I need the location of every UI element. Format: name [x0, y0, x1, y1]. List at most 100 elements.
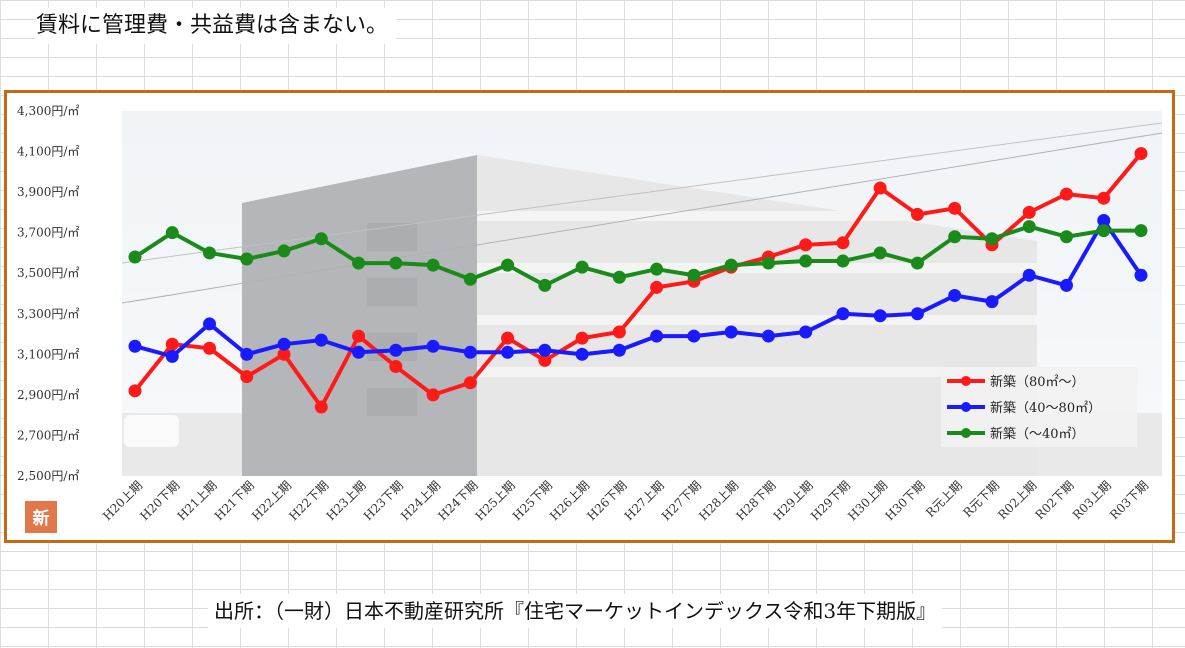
x-axis: H20上期H20下期H21上期H21下期H22上期H22下期H23上期H23下期… — [100, 478, 1151, 523]
data-point — [948, 230, 962, 244]
data-point — [1097, 224, 1111, 238]
data-point — [948, 201, 962, 215]
legend-swatch-marker — [961, 402, 971, 412]
data-point — [128, 339, 142, 353]
data-point — [501, 258, 515, 272]
data-point — [352, 256, 366, 270]
data-point — [277, 337, 291, 351]
data-point — [352, 345, 366, 359]
data-point — [128, 384, 142, 398]
x-tick-label: H28下期 — [733, 478, 778, 523]
data-point — [165, 226, 179, 240]
data-point — [240, 370, 254, 384]
data-point — [724, 258, 738, 272]
data-point — [314, 400, 328, 414]
data-point — [277, 347, 291, 361]
data-point — [575, 331, 589, 345]
source-credit: 出所：（一財）日本不動産研究所『住宅マーケットインデックス令和3年下期版』 — [208, 594, 943, 628]
data-point — [165, 337, 179, 351]
legend-item: 新築（40～80㎡） — [947, 400, 1101, 416]
legend-swatch-marker — [961, 428, 971, 438]
x-tick-label: H29上期 — [771, 478, 816, 523]
data-point — [538, 278, 552, 292]
x-tick-label: H25上期 — [473, 478, 518, 523]
data-point — [501, 345, 515, 359]
data-point — [426, 339, 440, 353]
data-point — [1059, 278, 1073, 292]
data-point — [650, 329, 664, 343]
data-point — [128, 250, 142, 264]
data-point — [985, 295, 999, 309]
data-point — [389, 343, 403, 357]
series-2 — [128, 220, 1148, 292]
data-point — [761, 256, 775, 270]
chart-frame: 4,300円/㎡ 4,100円/㎡ 3,900円/㎡ 3,700円/㎡ 3,500円/㎡… — [4, 90, 1175, 543]
data-point — [799, 325, 813, 339]
data-point — [538, 353, 552, 367]
x-tick-label: H27下期 — [659, 478, 704, 523]
data-point — [873, 181, 887, 195]
y-tick-label: 2,700円/㎡ — [17, 428, 79, 442]
y-axis: 4,300円/㎡ 4,100円/㎡ 3,900円/㎡ 3,700円/㎡ 3,500円/㎡… — [17, 104, 79, 483]
data-point — [203, 317, 217, 331]
x-tick-label: R02上期 — [995, 478, 1039, 522]
data-point — [650, 280, 664, 294]
data-point — [389, 256, 403, 270]
data-point — [1097, 214, 1111, 227]
x-tick-label: R03上期 — [1070, 478, 1114, 522]
data-point — [203, 341, 217, 355]
data-point — [1134, 268, 1148, 282]
data-point — [612, 325, 626, 339]
legend-item: 新築（80㎡～） — [947, 374, 1085, 390]
data-point — [799, 254, 813, 268]
x-tick-label: H21上期 — [175, 478, 220, 523]
data-point — [501, 331, 515, 345]
data-point — [687, 329, 701, 343]
y-tick-label: 3,900円/㎡ — [17, 185, 79, 199]
data-point — [165, 349, 179, 363]
data-point — [612, 343, 626, 357]
data-point — [240, 347, 254, 361]
y-tick-label: 3,500円/㎡ — [17, 266, 79, 280]
data-point — [873, 309, 887, 323]
data-point — [836, 254, 850, 268]
data-point — [985, 232, 999, 246]
legend-label: 新築（80㎡～） — [990, 374, 1085, 390]
data-point — [612, 270, 626, 284]
data-point — [836, 307, 850, 321]
data-point — [836, 236, 850, 250]
rent-line-chart: 4,300円/㎡ 4,100円/㎡ 3,900円/㎡ 3,700円/㎡ 3,500円/㎡… — [17, 104, 1163, 533]
data-point — [314, 232, 328, 246]
data-point — [948, 289, 962, 303]
x-tick-label: H21下期 — [212, 478, 257, 523]
x-tick-label: H20下期 — [137, 478, 182, 523]
data-point — [352, 329, 366, 343]
legend-label: 新築（40～80㎡） — [990, 400, 1101, 416]
x-tick-label: H24上期 — [398, 478, 443, 523]
data-point — [1134, 224, 1148, 238]
data-point — [1059, 187, 1073, 201]
data-point — [538, 343, 552, 357]
x-tick-label: H28上期 — [696, 478, 741, 523]
x-tick-label: H22上期 — [249, 478, 294, 523]
data-point — [873, 246, 887, 260]
data-point — [203, 246, 217, 260]
series-1 — [128, 214, 1148, 363]
y-tick-label: 3,700円/㎡ — [17, 226, 79, 240]
data-point — [575, 260, 589, 274]
data-point — [650, 262, 664, 276]
x-tick-label: H23上期 — [324, 478, 369, 523]
data-point — [389, 360, 403, 373]
x-tick-label: H25下期 — [510, 478, 555, 523]
badge-label: 新 — [33, 508, 50, 529]
y-tick-label: 4,300円/㎡ — [17, 104, 79, 118]
y-tick-label: 2,900円/㎡ — [17, 388, 79, 402]
data-point — [575, 347, 589, 361]
data-point — [687, 268, 701, 282]
data-point — [910, 256, 924, 270]
legend-swatch-marker — [961, 376, 971, 386]
data-point — [910, 307, 924, 321]
legend: 新築（80㎡～） 新築（40～80㎡） 新築（～40㎡） — [941, 367, 1137, 447]
data-point — [1134, 147, 1148, 161]
data-point — [1097, 191, 1111, 205]
